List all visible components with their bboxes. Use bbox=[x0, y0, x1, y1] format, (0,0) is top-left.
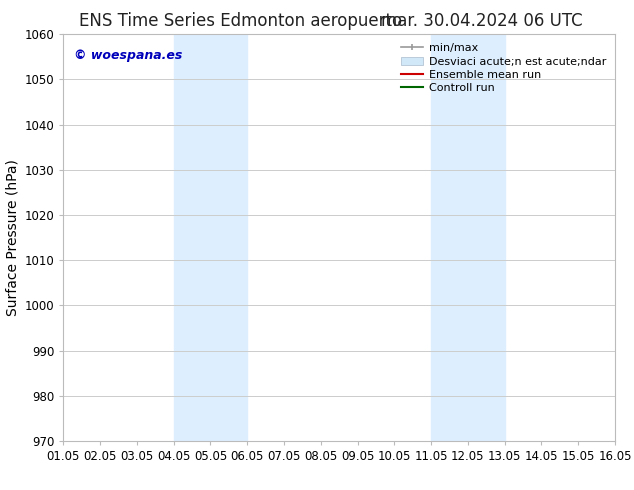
Bar bbox=[431, 34, 505, 441]
Legend: min/max, Desviaci acute;n est acute;ndar, Ensemble mean run, Controll run: min/max, Desviaci acute;n est acute;ndar… bbox=[398, 40, 609, 97]
Text: mar. 30.04.2024 06 UTC: mar. 30.04.2024 06 UTC bbox=[381, 12, 583, 30]
Text: © woespana.es: © woespana.es bbox=[74, 49, 183, 62]
Bar bbox=[174, 34, 247, 441]
Y-axis label: Surface Pressure (hPa): Surface Pressure (hPa) bbox=[5, 159, 19, 316]
Text: ENS Time Series Edmonton aeropuerto: ENS Time Series Edmonton aeropuerto bbox=[79, 12, 403, 30]
